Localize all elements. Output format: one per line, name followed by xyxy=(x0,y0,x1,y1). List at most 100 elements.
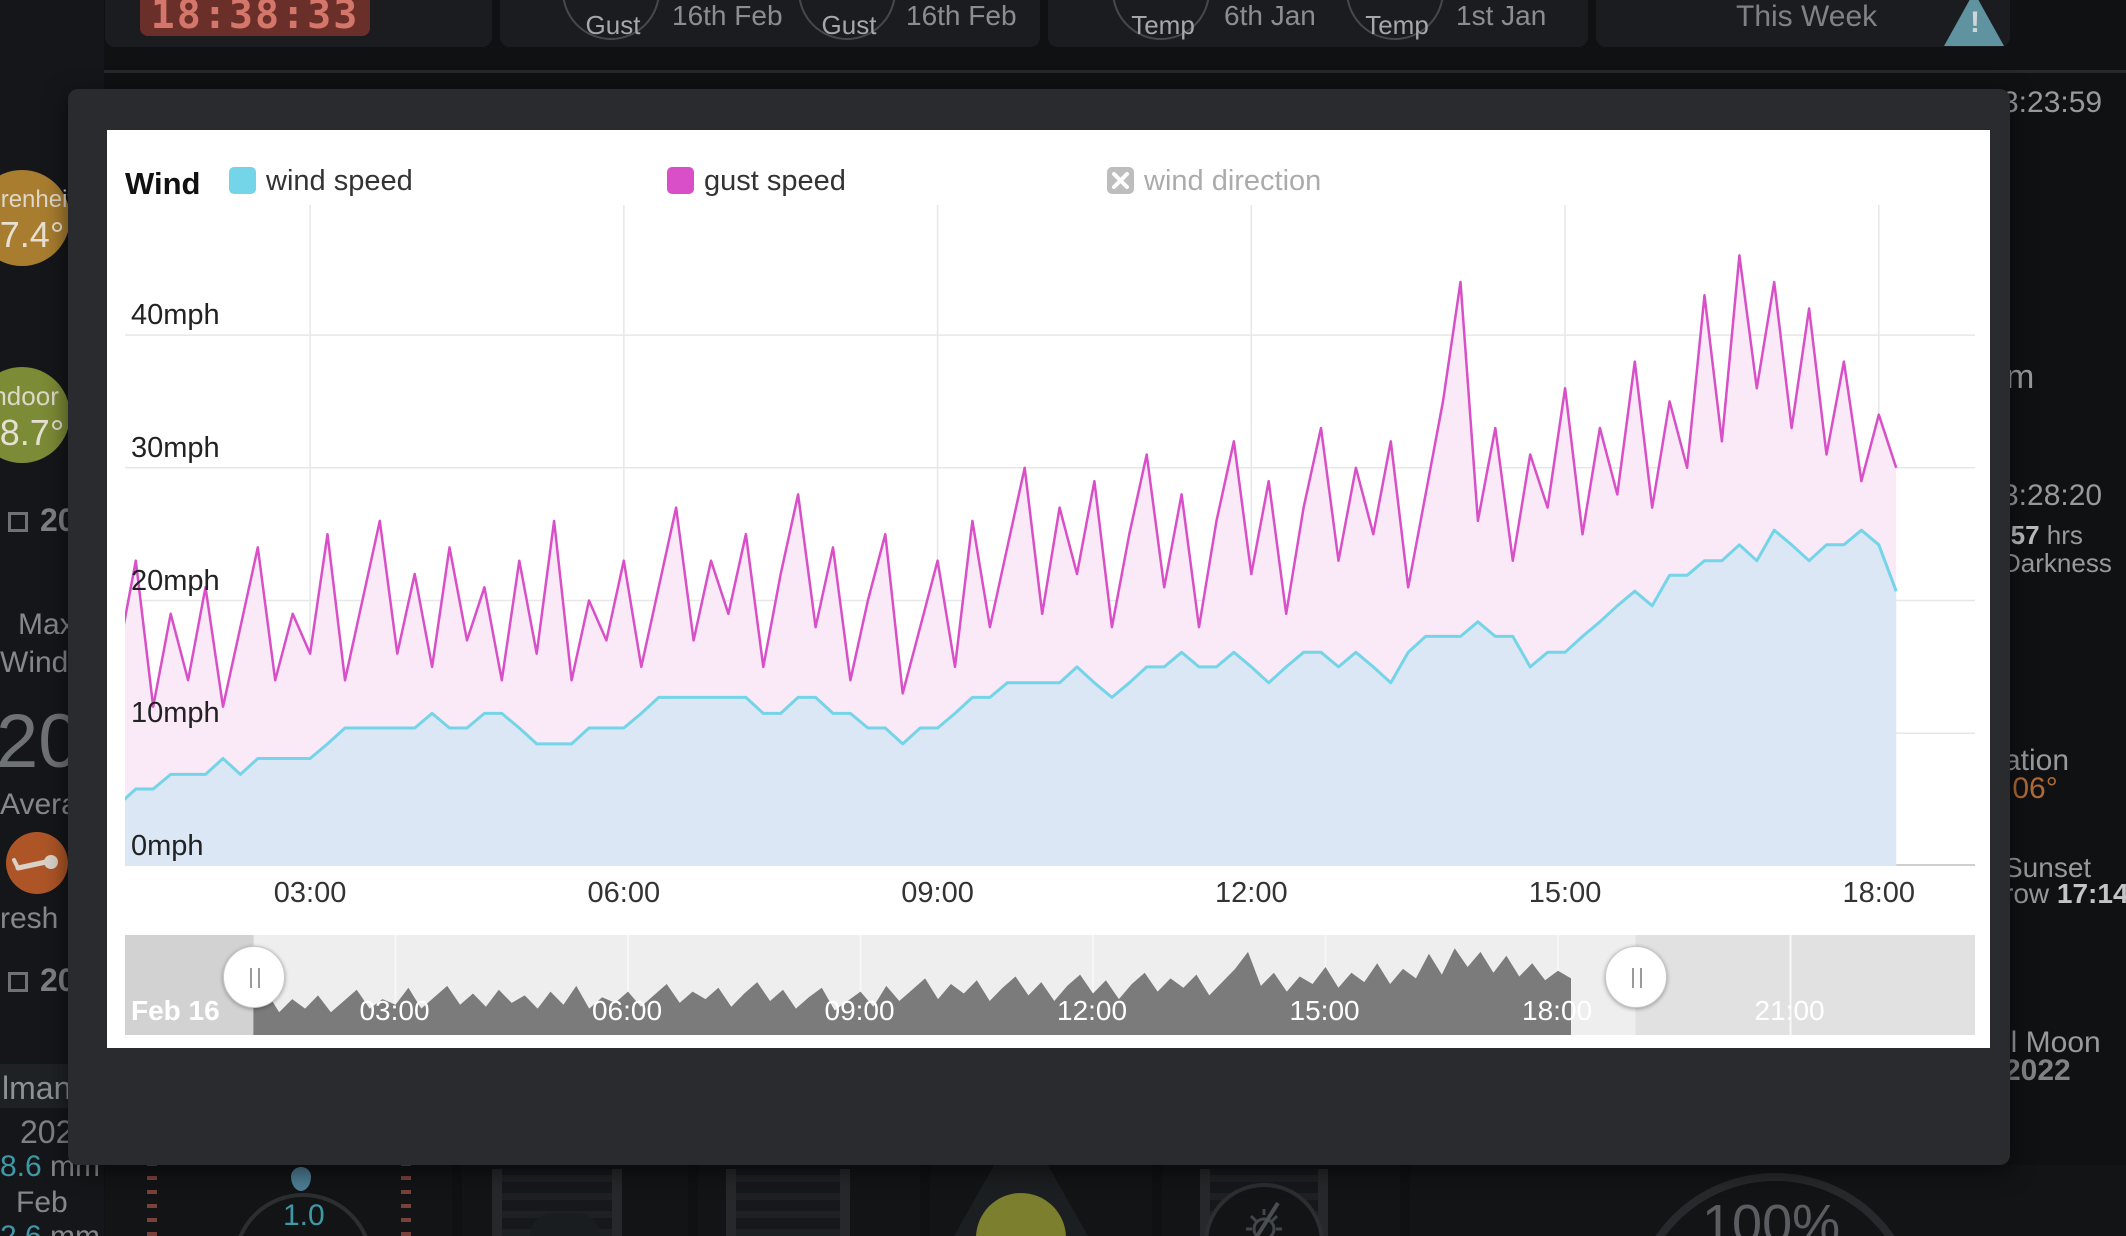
fahrenheit-value: 57.4° xyxy=(0,214,65,255)
x-tick-label: 09:00 xyxy=(901,877,974,909)
temp-gauge-1: Temp xyxy=(1112,0,1210,40)
chart-plot-area: 0mph 10mph 20mph 30mph 40mph xyxy=(125,205,1975,866)
darkness-label: Darkness xyxy=(2002,548,2112,578)
gauge-date: 16th Feb xyxy=(906,0,1017,31)
elevation-label-fragment: ation xyxy=(2004,744,2070,777)
navigator-tick-label: 03:00 xyxy=(359,995,430,1026)
darkness-hours: :57 hrs xyxy=(2002,520,2083,551)
x-tick-label: 03:00 xyxy=(273,877,347,909)
humidity-value: 100% xyxy=(1702,1194,1841,1236)
ladder-widget[interactable] xyxy=(462,1165,688,1236)
scale-ticks xyxy=(147,1165,157,1236)
wind-chart-card: Wind wind speed gust speed wind directio… xyxy=(107,130,1990,1048)
navigator-left-handle[interactable] xyxy=(222,946,285,1008)
beaufort-icon-circle[interactable] xyxy=(6,832,68,894)
humidity-widget[interactable]: 100% xyxy=(1410,1165,2126,1236)
sun-slash-icon xyxy=(1246,1201,1282,1236)
tomorrow-fragment: row xyxy=(2004,878,2057,909)
wind-direction-swatch xyxy=(1107,167,1134,194)
handle-grip xyxy=(1631,968,1634,988)
navigator-tick-label: 21:00 xyxy=(1754,995,1825,1026)
droplet-icon xyxy=(291,1167,311,1191)
text-fragment: m xyxy=(2006,358,2035,396)
sunrise-time-fragment: 3:23:59 xyxy=(2002,86,2103,119)
x-icon xyxy=(1112,172,1129,189)
month-label: Feb xyxy=(16,1186,68,1219)
handle-grip xyxy=(249,968,252,988)
navigator-tick-label: 09:00 xyxy=(824,995,895,1026)
rain-value: 2.6 xyxy=(0,1220,42,1236)
gauge-label: Gust xyxy=(585,10,641,40)
handle-grip xyxy=(257,968,260,988)
gauge-date: 6th Jan xyxy=(1224,0,1316,31)
navigator-tick-label: 15:00 xyxy=(1289,995,1360,1026)
expand-icon xyxy=(8,972,28,992)
sunshine-widget[interactable] xyxy=(1162,1165,1400,1236)
moon-phase-fragment: ll Moon xyxy=(2004,1026,2101,1059)
gauge-label: Gust xyxy=(821,10,877,40)
indoor-temp-gauge[interactable]: Indoor 18.7° xyxy=(0,367,70,463)
x-axis-labels: 03:00 06:00 09:00 12:00 15:00 18:00 xyxy=(125,877,1975,917)
navigator-tick-label: 06:00 xyxy=(591,995,663,1026)
clock-display: 18:38:33 xyxy=(140,0,370,38)
y-tick-label: 40mph xyxy=(131,299,220,332)
x-tick-label: 15:00 xyxy=(1528,877,1602,909)
y-tick-label: 30mph xyxy=(131,431,220,464)
fahrenheit-gauge[interactable]: ahrenheit 57.4° xyxy=(0,170,75,266)
exclamation-glyph: ! xyxy=(1970,6,1980,39)
page-divider xyxy=(0,70,2126,73)
fahrenheit-label: ahrenheit xyxy=(0,186,75,213)
temp-gauge-2: Temp xyxy=(1346,0,1444,40)
navigator-tick-label: 18:00 xyxy=(1522,995,1593,1026)
hours-unit: hrs xyxy=(2039,520,2083,550)
sunset-label: Sunset xyxy=(2004,852,2092,883)
expand-icon xyxy=(8,512,28,532)
rain-unit: mm xyxy=(42,1220,100,1236)
navigator-svg xyxy=(125,935,1975,1035)
dark-dome-shape xyxy=(530,1213,600,1236)
chart-title: Wind xyxy=(125,166,201,201)
y-tick-label: 20mph xyxy=(131,564,220,597)
ladder-shape xyxy=(726,1169,850,1236)
year-label: 2022 xyxy=(2004,1054,2071,1087)
gust-gauges-widget[interactable]: Gust 16th Feb Gust 16th Feb xyxy=(500,0,1040,47)
x-tick-label: 06:00 xyxy=(587,877,661,909)
legend-label: wind direction xyxy=(1144,165,1322,197)
gauge-date: 16th Feb xyxy=(672,0,783,31)
clock-widget[interactable]: 18:38:33 xyxy=(105,0,492,47)
sunset-time-fragment: 3:28:20 xyxy=(2002,479,2103,512)
barometer-widget[interactable]: 1.0 xyxy=(105,1165,452,1236)
handle-grip xyxy=(1639,968,1642,988)
rain-total-b: 2.6 mm xyxy=(0,1220,100,1236)
indoor-label: Indoor xyxy=(0,381,59,411)
sunset-tomorrow-time: 17:14 xyxy=(2056,878,2126,909)
elevation-value-fragment: .06° xyxy=(2004,772,2058,805)
warning-icon: ! xyxy=(1944,0,2004,46)
wind-chart-modal: Wind wind speed gust speed wind directio… xyxy=(68,89,2010,1165)
gauge-label: Temp xyxy=(1365,10,1429,40)
x-tick-label: 18:00 xyxy=(1842,877,1916,909)
legend-label: wind speed xyxy=(266,165,413,197)
barometer-value: 1.0 xyxy=(283,1199,325,1232)
ladder-widget[interactable] xyxy=(698,1165,920,1236)
temp-gauges-widget[interactable]: Temp 6th Jan Temp 1st Jan xyxy=(1048,0,1588,47)
week-widget[interactable]: This Week ! xyxy=(1596,0,2010,47)
moon-widget[interactable] xyxy=(930,1165,1152,1236)
wind-speed-swatch xyxy=(229,167,256,194)
x-tick-label: 12:00 xyxy=(1215,877,1288,909)
gust-gauge-2: Gust xyxy=(798,0,896,40)
indoor-value: 18.7° xyxy=(0,412,65,453)
navigator-right-handle[interactable] xyxy=(1604,946,1667,1008)
max-text: Max xyxy=(18,608,84,641)
scale-ticks xyxy=(401,1165,411,1236)
navigator-date-label: Feb 16 xyxy=(131,995,220,1026)
y-tick-label: 10mph xyxy=(131,697,220,730)
sunset-tomorrow: row 17:14 xyxy=(2004,878,2126,910)
gust-speed-swatch xyxy=(667,167,694,194)
wind-chart-svg xyxy=(125,205,1975,866)
chart-navigator[interactable]: Feb 16 03:00 06:00 09:00 12:00 15:00 18:00 21:… xyxy=(125,935,1975,1035)
week-label: This Week xyxy=(1736,0,1878,33)
windsock-icon xyxy=(12,855,58,871)
gust-gauge-1: Gust xyxy=(562,0,660,40)
